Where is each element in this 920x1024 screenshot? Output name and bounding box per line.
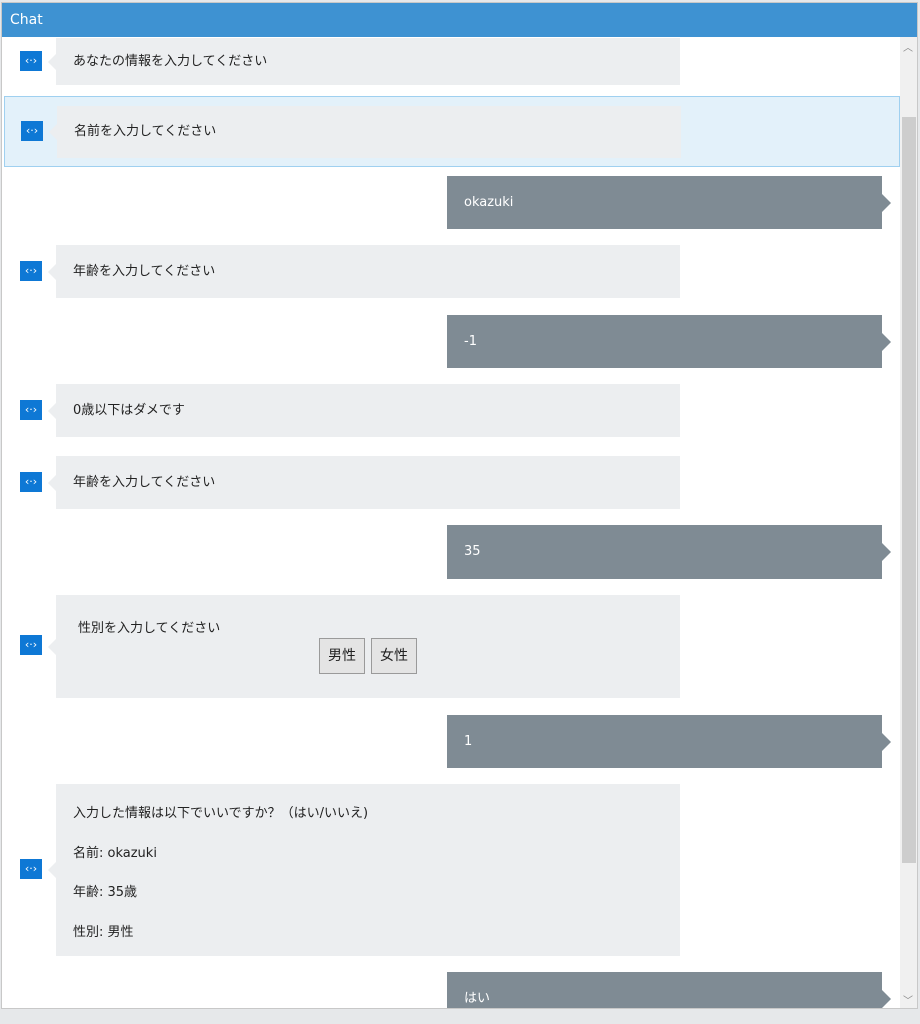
- confirm-line: 入力した情報は以下でいいですか？（はい/いいえ): [73, 806, 369, 821]
- bot-card-message: 性別を入力してください 男性 女性: [48, 595, 680, 698]
- confirm-line: 名前: okazuki: [73, 846, 157, 861]
- message-row: ‹·› あなたの情報を入力してください: [2, 37, 900, 95]
- scroll-up-icon[interactable]: ︿: [903, 43, 913, 54]
- bot-code-icon: ‹·›: [21, 121, 43, 141]
- user-message: はい: [447, 972, 891, 1008]
- confirm-line: 年齢: 35歳: [73, 885, 138, 900]
- bot-message: 0歳以下はダメです: [48, 384, 680, 437]
- bot-code-icon: ‹·›: [20, 472, 42, 492]
- message-row-selected[interactable]: ‹·› 名前を入力してください: [4, 96, 900, 167]
- confirm-line: 性別: 男性: [73, 925, 134, 940]
- bot-message: 年齢を入力してください: [48, 245, 680, 298]
- bot-message: 年齢を入力してください: [48, 456, 680, 509]
- bot-code-icon: ‹·›: [20, 400, 42, 420]
- bot-message: あなたの情報を入力してください: [48, 38, 680, 85]
- bot-message: 名前を入力してください: [49, 106, 681, 158]
- user-message: 35: [447, 525, 891, 579]
- user-message: okazuki: [447, 176, 891, 229]
- user-message: 1: [447, 715, 891, 768]
- female-button[interactable]: 女性: [371, 638, 417, 674]
- title-bar: Chat: [2, 3, 917, 37]
- scrollbar[interactable]: ︿ ﹀: [900, 37, 917, 1008]
- card-text: 性別を入力してください: [78, 621, 221, 636]
- bot-code-icon: ‹·›: [20, 261, 42, 281]
- male-button[interactable]: 男性: [319, 638, 365, 674]
- scroll-down-icon[interactable]: ﹀: [903, 996, 913, 1007]
- user-message: -1: [447, 315, 891, 368]
- bot-message: 入力した情報は以下でいいですか？（はい/いいえ) 名前: okazuki 年齢:…: [48, 784, 680, 956]
- bot-code-icon: ‹·›: [20, 635, 42, 655]
- message-list[interactable]: ‹·› あなたの情報を入力してください ‹·› 名前を入力してください okaz…: [2, 37, 900, 1008]
- scrollbar-thumb[interactable]: [902, 117, 916, 863]
- bot-code-icon: ‹·›: [20, 859, 42, 879]
- bot-code-icon: ‹·›: [20, 51, 42, 71]
